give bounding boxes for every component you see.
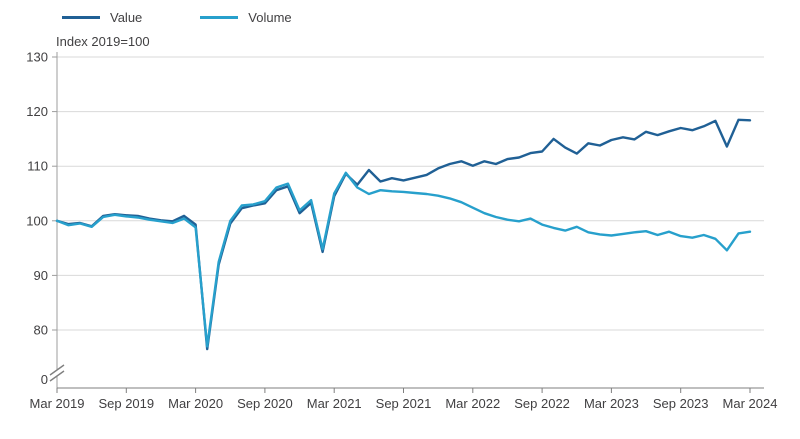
y-tick-label: 80 — [34, 323, 48, 338]
x-tick-label: Sep 2019 — [98, 396, 154, 411]
y-tick-label: 120 — [26, 104, 48, 119]
axis-break-mark — [49, 370, 65, 382]
volume-line — [55, 171, 752, 348]
legend-item-volume: Volume — [200, 10, 292, 25]
x-tick-label: Sep 2020 — [237, 396, 293, 411]
axis-break-mark — [49, 364, 65, 376]
x-tick-label: Mar 2024 — [723, 396, 778, 411]
y-tick-label: 100 — [26, 213, 48, 228]
axis-break-gap — [47, 365, 67, 381]
x-tick-label: Mar 2022 — [445, 396, 500, 411]
x-tick-label: Mar 2021 — [307, 396, 362, 411]
chart-legend: Value Volume — [62, 10, 292, 25]
y-tick-label: 0 — [41, 372, 48, 387]
x-tick-label: Sep 2021 — [376, 396, 432, 411]
value-line — [55, 118, 752, 351]
y-tick-label: 110 — [27, 159, 48, 174]
legend-label-value: Value — [110, 10, 143, 25]
x-tick-label: Mar 2023 — [584, 396, 639, 411]
value-line-swatch — [62, 16, 100, 19]
legend-label-volume: Volume — [248, 10, 292, 25]
y-axis-unit-label: Index 2019=100 — [56, 34, 150, 49]
legend-item-value: Value — [62, 10, 142, 25]
y-tick-label: 90 — [34, 268, 48, 283]
y-tick-label: 130 — [26, 50, 48, 65]
x-tick-label: Sep 2022 — [514, 396, 570, 411]
x-tick-label: Mar 2019 — [30, 396, 85, 411]
volume-line-swatch — [200, 16, 239, 19]
x-tick-label: Sep 2023 — [653, 396, 709, 411]
x-tick-label: Mar 2020 — [168, 396, 223, 411]
